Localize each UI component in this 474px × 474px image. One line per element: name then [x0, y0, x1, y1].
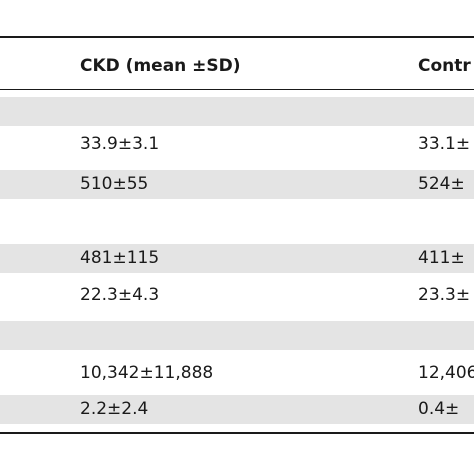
table-row: 10,342±11,888 12,406 [0, 359, 474, 388]
column-header-control: Contr [418, 56, 471, 76]
control-value: 411± [418, 248, 465, 268]
table-row: 33.9±3.1 33.1± [0, 130, 474, 159]
table-row: 510±55 524± [0, 170, 474, 199]
ckd-value: 10,342±11,888 [80, 363, 214, 383]
control-value: 33.1± [418, 134, 471, 154]
table-row: 22.3±4.3 23.3± [0, 281, 474, 310]
control-value: 524± [418, 174, 465, 194]
table-row [0, 97, 474, 126]
ckd-value: 2.2±2.4 [80, 399, 149, 419]
table-row [0, 321, 474, 350]
control-value: 0.4± [418, 399, 460, 419]
table-row: 481±115 411± [0, 244, 474, 273]
header-rule [0, 89, 474, 90]
ckd-value: 33.9±3.1 [80, 134, 160, 154]
ckd-value: 510±55 [80, 174, 149, 194]
top-rule [0, 36, 474, 38]
ckd-value: 481±115 [80, 248, 160, 268]
bottom-rule [0, 432, 474, 434]
control-value: 12,406 [418, 363, 474, 383]
table-row [0, 204, 474, 233]
ckd-value: 22.3±4.3 [80, 285, 160, 305]
column-header-ckd: CKD (mean ±SD) [80, 56, 241, 76]
control-value: 23.3± [418, 285, 471, 305]
table-row: 2.2±2.4 0.4± [0, 395, 474, 424]
